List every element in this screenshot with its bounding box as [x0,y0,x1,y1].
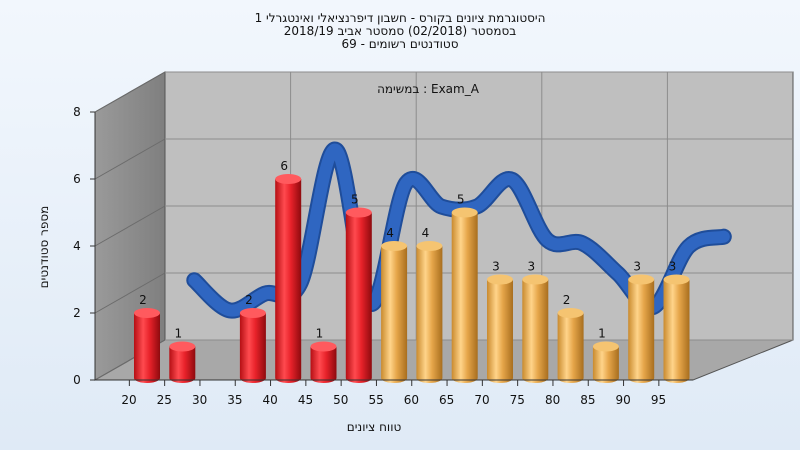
side-gridline [94,71,166,113]
y-tick-label: 0 [73,373,81,387]
bar-body [487,279,513,383]
bar-data-label: 4 [422,226,430,240]
bar-top [592,341,619,352]
data-labels: 2 1 2 6 1 5 4 4 5 3 3 2 1 3 3 [139,159,676,341]
x-tick-label: 95 [651,393,666,407]
x-tick-label: 75 [510,393,525,407]
bar-top [663,274,690,285]
bar [416,241,443,383]
x-tick-label: 65 [439,393,454,407]
bar [628,274,655,383]
bar-data-label: 1 [174,327,182,341]
bar-data-label: 4 [386,226,394,240]
x-tick-label: 80 [545,393,560,407]
side-gridline [94,272,166,314]
bar [592,341,619,383]
y-tick-label: 2 [73,306,81,320]
bar [487,274,513,383]
bar-data-label: 3 [527,260,535,274]
bar-top [275,174,302,184]
gridlines [94,71,793,381]
bar [310,341,337,383]
x-tick-label: 55 [368,393,383,407]
bar-data-label: 2 [245,293,253,307]
bar-data-label: 3 [633,260,641,274]
x-tick-label: 60 [404,393,419,407]
y-axis-title: מספר סטודנטים [37,206,51,289]
bar-body [381,246,408,383]
bar-top [487,274,513,285]
title-line-3: סטודנטים רשומים - 69 [341,37,458,51]
bar-top [557,308,584,318]
bar [169,341,196,383]
bar [557,308,584,383]
chart-title: היסטוגרמת ציונים בקורס - חשבון דיפרנציאל… [255,11,546,51]
bar-top [239,308,266,318]
side-gridline [94,138,166,180]
bar-data-label: 1 [598,327,606,341]
y-axis-ticks: 0 2 4 6 8 [73,105,96,387]
bar-series [134,174,690,383]
bar-top [628,274,655,285]
x-tick-label: 20 [121,393,136,407]
x-axis-title: טווח ציונים [347,420,402,434]
bar-data-label: 3 [492,260,500,274]
bar-body [663,279,690,383]
bar-data-label: 1 [316,327,324,341]
bar-top [381,241,408,251]
x-tick-label: 35 [227,393,242,407]
y-tick-label: 6 [73,172,81,186]
bar-top [169,341,196,352]
bar-top [451,207,478,218]
x-tick-label: 40 [263,393,278,407]
x-tick-label: 50 [333,393,348,407]
bar-data-label: 2 [563,293,571,307]
x-axis-ticks: 20 25 30 35 40 45 50 55 60 65 70 75 80 85 90 95 [95,379,693,407]
x-tick-label: 30 [192,393,207,407]
x-tick-label: 70 [474,393,489,407]
bar-top [522,274,549,285]
bar [134,308,160,383]
bar-data-label: 6 [280,159,288,173]
x-tick-label: 85 [580,393,595,407]
bar-body [628,279,655,383]
side-gridline [94,205,166,247]
bar-body [169,346,196,383]
bar-top [345,207,372,218]
bar-body [416,246,443,383]
bar-body [134,313,160,383]
bar-body [310,346,337,383]
bar [275,174,302,383]
title-line-1: היסטוגרמת ציונים בקורס - חשבון דיפרנציאל… [255,11,546,25]
x-tick-label: 90 [616,393,631,407]
x-tick-label: 45 [298,393,313,407]
bar-top [416,241,443,251]
chart-subtitle: במשימה : Exam_A [377,82,480,96]
bar [522,274,549,383]
bar-body [557,313,584,383]
bar-top [310,341,337,352]
bar [451,207,478,383]
bar-body [345,212,372,383]
x-tick-label: 25 [157,393,172,407]
bar-data-label: 5 [351,193,359,207]
y-tick-label: 8 [73,105,81,119]
y-tick-label: 4 [73,239,81,253]
bar [381,241,408,383]
bar-top [134,308,160,318]
bar-body [592,346,619,383]
bar-body [275,179,302,383]
bar-body [522,279,549,383]
bar-body [239,313,266,383]
bar-data-label: 2 [139,293,147,307]
title-line-2: בסמסטר (02/2018) סמסטר אביב 2018/19 [284,24,516,38]
bar-data-label: 3 [669,260,677,274]
bar-data-label: 5 [457,193,465,207]
bar [239,308,266,383]
bar-body [451,212,478,383]
bar [345,207,372,383]
bar [663,274,690,383]
